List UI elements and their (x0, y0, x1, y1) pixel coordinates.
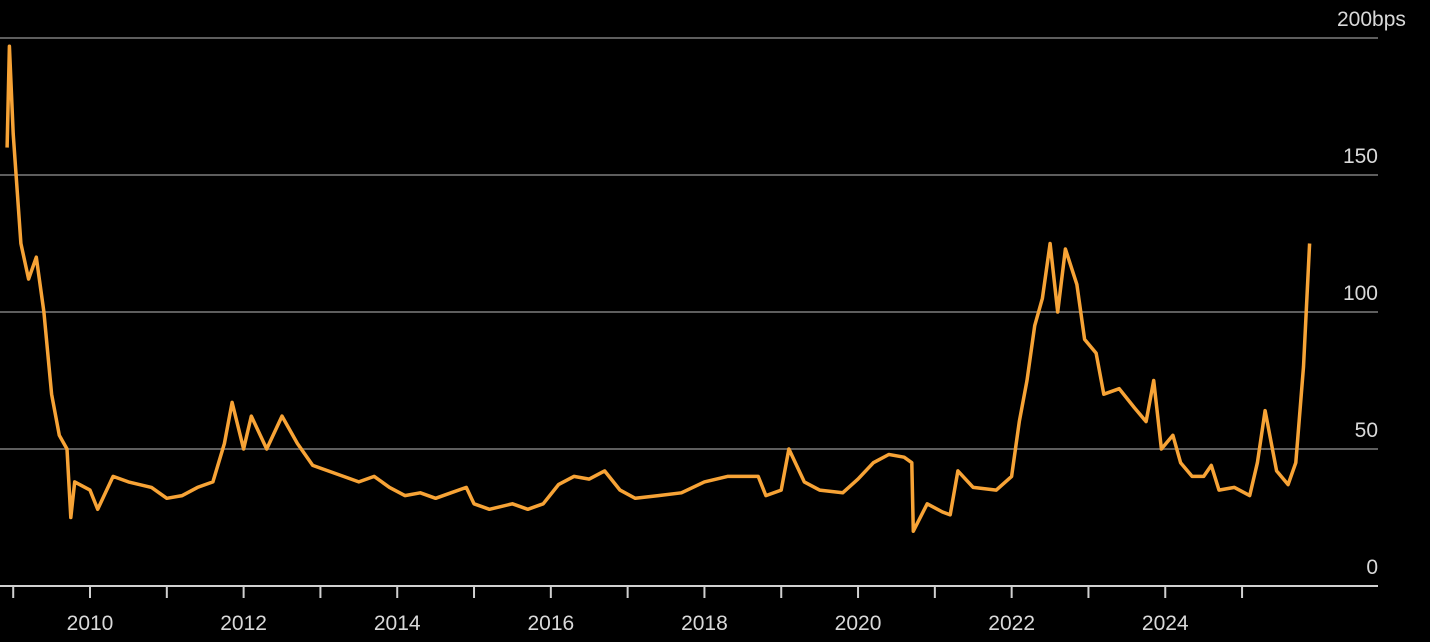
x-tick-label: 2024 (1142, 612, 1189, 635)
y-tick-label: 200bps (1337, 8, 1406, 31)
y-tick-label: 0 (1366, 556, 1378, 579)
x-tick-label: 2020 (835, 612, 882, 635)
x-tick-label: 2018 (681, 612, 728, 635)
y-tick-label: 100 (1343, 282, 1378, 305)
x-tick-label: 2016 (527, 612, 574, 635)
y-tick-label: 50 (1355, 419, 1378, 442)
x-tick-label: 2014 (374, 612, 421, 635)
line-series (5, 44, 1312, 533)
x-tick-label: 2022 (988, 612, 1035, 635)
x-tick-label: 2012 (220, 612, 267, 635)
x-tick-label: 2010 (67, 612, 114, 635)
y-tick-label: 150 (1343, 145, 1378, 168)
